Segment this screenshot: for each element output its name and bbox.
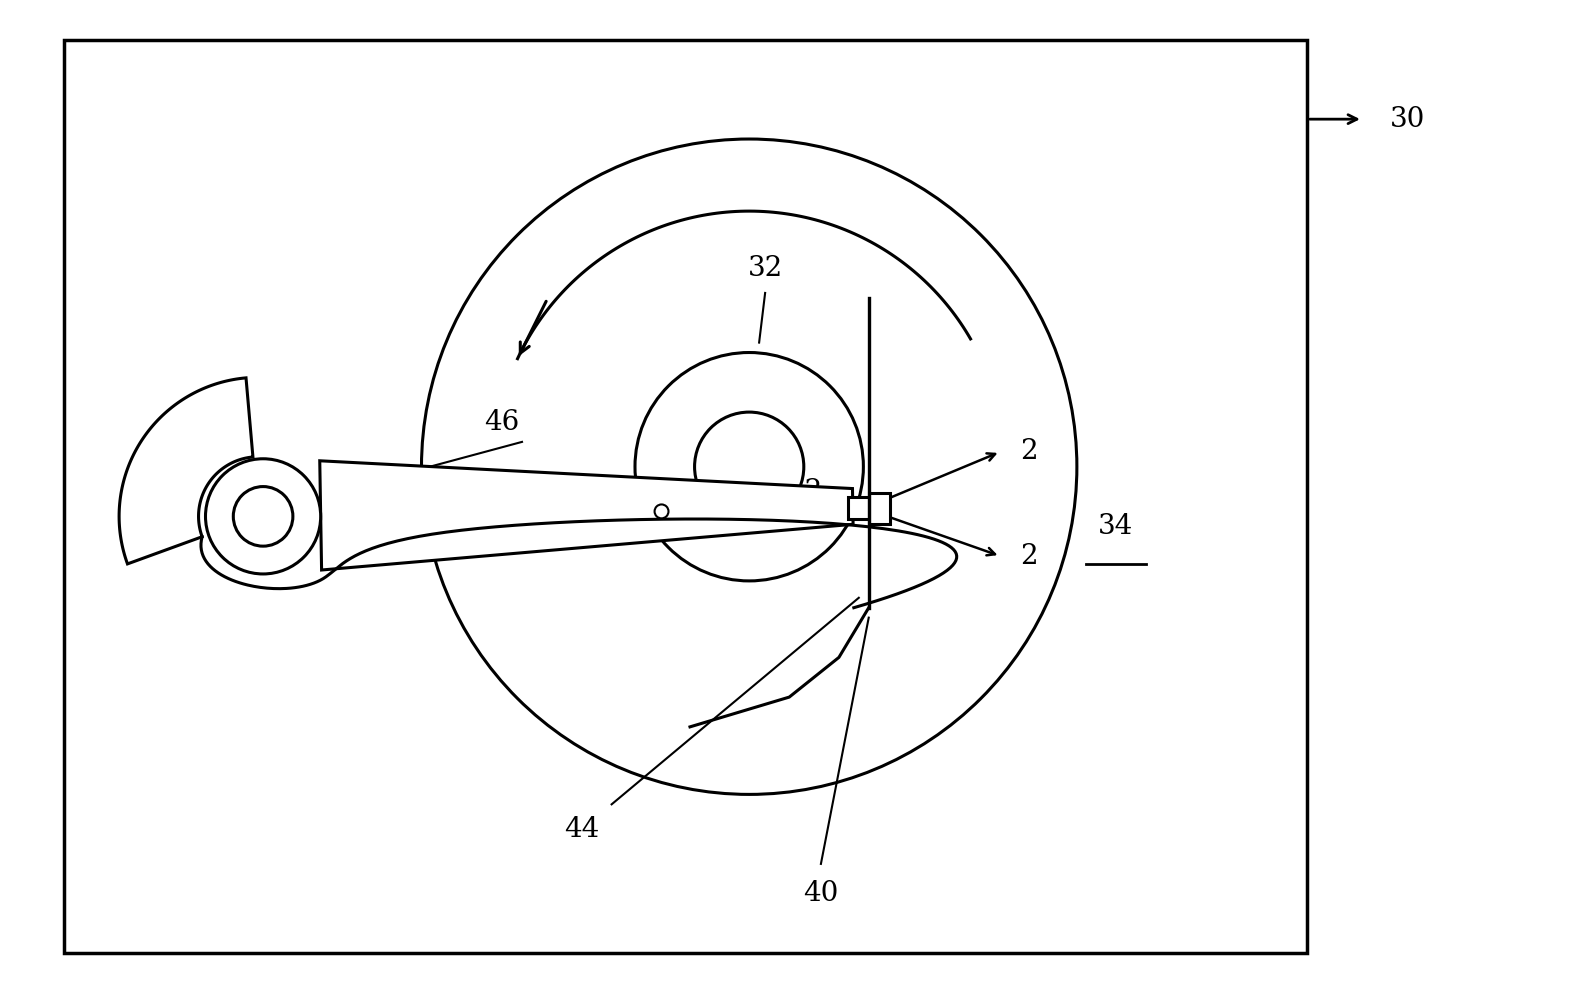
Text: 44: 44 <box>564 815 599 843</box>
Text: 42: 42 <box>787 478 823 505</box>
Bar <box>848 497 872 519</box>
Text: 32: 32 <box>748 254 783 282</box>
Text: 34: 34 <box>1098 512 1133 540</box>
Circle shape <box>206 459 320 574</box>
Text: 46: 46 <box>485 408 520 436</box>
Text: 40: 40 <box>803 880 838 908</box>
Bar <box>869 494 889 523</box>
Text: 2: 2 <box>1020 438 1038 466</box>
Polygon shape <box>120 378 253 564</box>
Circle shape <box>634 353 864 581</box>
Polygon shape <box>320 461 853 570</box>
Bar <box>64 40 1307 953</box>
Circle shape <box>655 504 668 518</box>
Circle shape <box>233 487 293 546</box>
Text: 30: 30 <box>1390 105 1425 133</box>
Circle shape <box>695 412 803 521</box>
Text: 2: 2 <box>1020 542 1038 570</box>
